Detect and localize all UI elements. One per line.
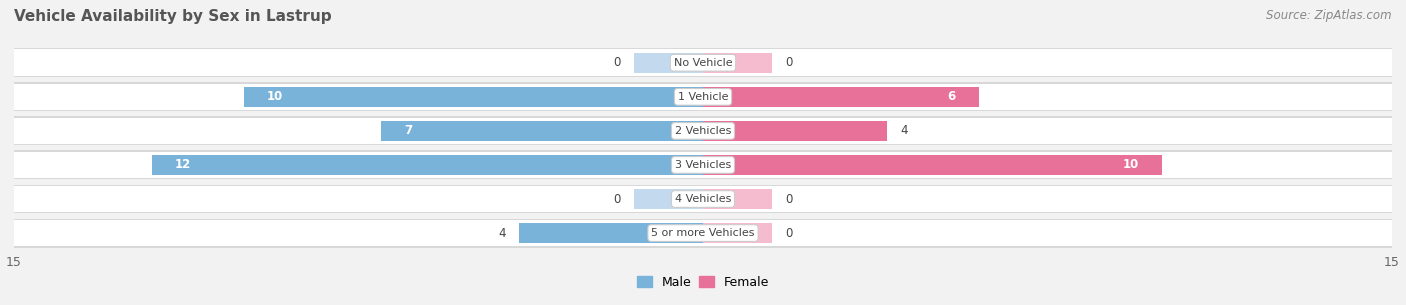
Text: 5 or more Vehicles: 5 or more Vehicles xyxy=(651,228,755,238)
Text: 4 Vehicles: 4 Vehicles xyxy=(675,194,731,204)
Bar xyxy=(14,82,1392,111)
Text: 0: 0 xyxy=(613,56,620,69)
Bar xyxy=(14,150,1392,179)
Bar xyxy=(14,84,1392,110)
Text: 0: 0 xyxy=(786,227,793,239)
Text: 2 Vehicles: 2 Vehicles xyxy=(675,126,731,136)
Text: No Vehicle: No Vehicle xyxy=(673,58,733,68)
Bar xyxy=(634,53,703,73)
Bar xyxy=(14,220,1392,246)
Bar xyxy=(14,186,1392,212)
Text: 0: 0 xyxy=(786,192,793,206)
Text: 3 Vehicles: 3 Vehicles xyxy=(675,160,731,170)
Bar xyxy=(634,189,703,209)
Bar xyxy=(14,152,1392,178)
Bar xyxy=(703,189,772,209)
Text: 1 Vehicle: 1 Vehicle xyxy=(678,92,728,102)
Text: 7: 7 xyxy=(405,124,412,137)
Text: 10: 10 xyxy=(1123,159,1139,171)
Bar xyxy=(243,87,703,107)
Bar xyxy=(14,49,1392,76)
Bar xyxy=(703,87,979,107)
Bar xyxy=(14,118,1392,144)
Legend: Male, Female: Male, Female xyxy=(637,276,769,289)
Bar xyxy=(703,155,1163,175)
Bar xyxy=(703,223,772,243)
Text: Vehicle Availability by Sex in Lastrup: Vehicle Availability by Sex in Lastrup xyxy=(14,9,332,24)
Text: 12: 12 xyxy=(174,159,191,171)
Bar xyxy=(703,53,772,73)
Text: 10: 10 xyxy=(267,90,283,103)
Bar xyxy=(703,121,887,141)
Text: 4: 4 xyxy=(900,124,908,137)
Bar xyxy=(14,48,1392,77)
Bar xyxy=(14,219,1392,248)
Bar xyxy=(14,185,1392,214)
Bar xyxy=(519,223,703,243)
Bar xyxy=(152,155,703,175)
Text: Source: ZipAtlas.com: Source: ZipAtlas.com xyxy=(1267,9,1392,22)
Bar xyxy=(14,117,1392,145)
Text: 4: 4 xyxy=(498,227,506,239)
Bar xyxy=(381,121,703,141)
Text: 0: 0 xyxy=(786,56,793,69)
Text: 0: 0 xyxy=(613,192,620,206)
Text: 6: 6 xyxy=(948,90,956,103)
